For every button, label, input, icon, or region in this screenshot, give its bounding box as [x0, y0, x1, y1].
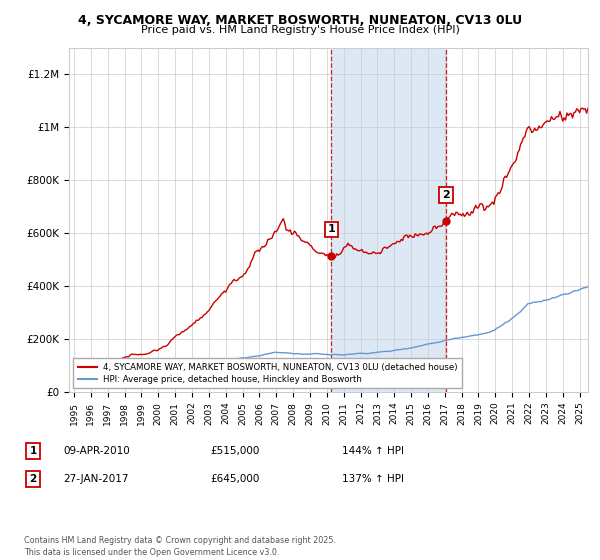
Text: £515,000: £515,000 [210, 446, 259, 456]
Text: 09-APR-2010: 09-APR-2010 [63, 446, 130, 456]
Text: 2: 2 [29, 474, 37, 484]
Text: 1: 1 [29, 446, 37, 456]
Text: 4, SYCAMORE WAY, MARKET BOSWORTH, NUNEATON, CV13 0LU: 4, SYCAMORE WAY, MARKET BOSWORTH, NUNEAT… [78, 14, 522, 27]
Text: 1: 1 [328, 225, 335, 235]
Text: 144% ↑ HPI: 144% ↑ HPI [342, 446, 404, 456]
Text: 2: 2 [442, 190, 450, 200]
Text: £645,000: £645,000 [210, 474, 259, 484]
Text: Contains HM Land Registry data © Crown copyright and database right 2025.
This d: Contains HM Land Registry data © Crown c… [24, 536, 336, 557]
Text: 137% ↑ HPI: 137% ↑ HPI [342, 474, 404, 484]
Bar [331, 48, 446, 392]
Text: Price paid vs. HM Land Registry's House Price Index (HPI): Price paid vs. HM Land Registry's House … [140, 25, 460, 35]
Text: 27-JAN-2017: 27-JAN-2017 [63, 474, 128, 484]
Legend: 4, SYCAMORE WAY, MARKET BOSWORTH, NUNEATON, CV13 0LU (detached house), HPI: Aver: 4, SYCAMORE WAY, MARKET BOSWORTH, NUNEAT… [73, 358, 462, 388]
